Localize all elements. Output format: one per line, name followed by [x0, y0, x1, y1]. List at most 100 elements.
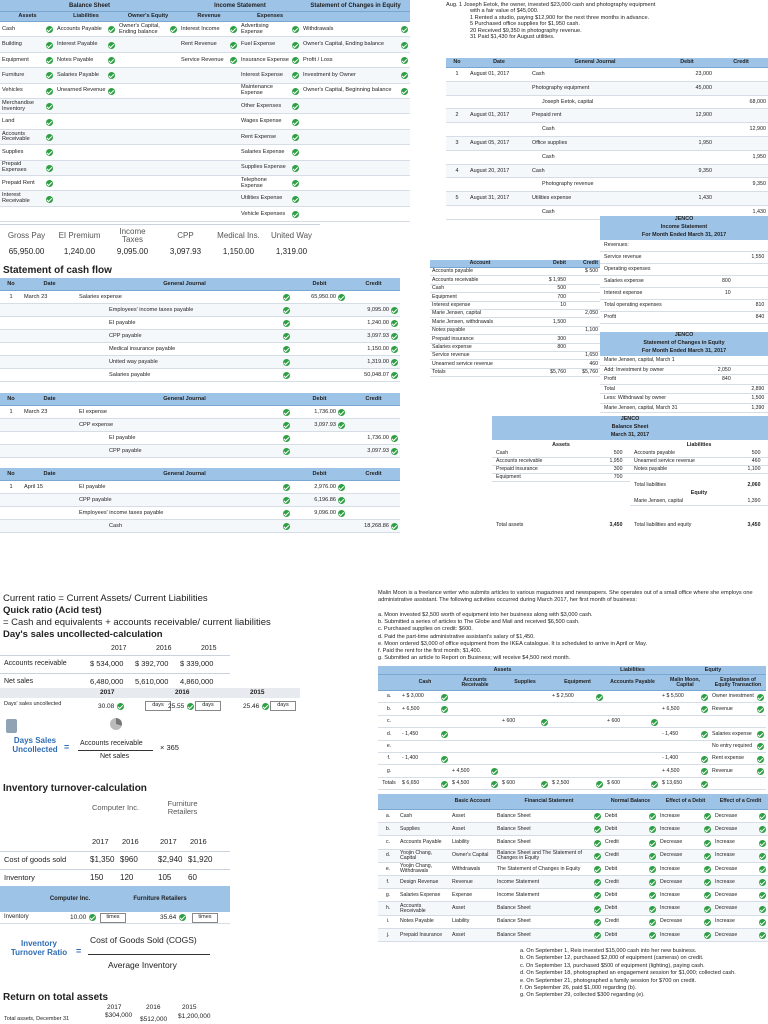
table-cell: b. [385, 826, 391, 833]
group-header: Assets [493, 666, 512, 673]
table-cell: Cash [542, 209, 555, 216]
table-cell: Decrease [660, 852, 683, 859]
table-row [0, 406, 400, 419]
table-row [630, 450, 768, 458]
table-row [0, 291, 400, 304]
table-cell: Owner's Capital, Ending balance [119, 22, 160, 35]
table-row [446, 81, 768, 96]
statement-heading: JENCO [600, 216, 768, 224]
row-value: 120 [120, 873, 134, 882]
check-icon [292, 134, 299, 141]
section-title: Statement of cash flow [3, 265, 112, 276]
check-icon [701, 755, 708, 763]
table-cell: 1 [9, 293, 13, 300]
column-header: General Journal [163, 395, 206, 402]
statement-label: Operating expenses [604, 266, 651, 273]
statement-label: Unearned service revenue [634, 458, 695, 465]
list-item: b. On September 12, purchased $2,000 of … [520, 955, 704, 962]
table-cell: 9,095.00 [367, 306, 389, 313]
table-cell: Salaries Payable [57, 71, 99, 78]
table-cell: 68,000 [749, 98, 767, 105]
column-header: Credit [733, 59, 749, 66]
group-header: Equity [704, 666, 722, 673]
statement-row [600, 394, 768, 404]
column-header: Basic Account [454, 798, 491, 805]
check-icon [759, 865, 766, 873]
column-header: Assets [18, 13, 37, 20]
statement-row [600, 356, 768, 366]
table-cell: 800 [557, 344, 566, 351]
table-row [630, 458, 768, 466]
check-icon [170, 26, 177, 34]
table-row [378, 741, 766, 753]
table-cell: 1,240.00 [367, 319, 389, 326]
check-icon [46, 195, 53, 203]
check-icon [46, 87, 53, 95]
table-cell: Balance Sheet [497, 826, 531, 833]
check-icon [757, 693, 764, 701]
payroll-value: 65,950.00 [8, 246, 45, 256]
table-row [378, 876, 768, 890]
table-cell: Owner's Capital, Ending balance [303, 41, 384, 48]
check-icon [292, 149, 299, 157]
pie-icon [110, 718, 122, 730]
statement-label: Marie Jensen, capital [634, 498, 684, 505]
check-icon [759, 826, 766, 834]
column-header: Credit [365, 280, 382, 287]
statement-label: Marie Jensen, capital, March 1 [604, 357, 675, 364]
check-icon [46, 118, 53, 126]
check-icon [230, 26, 237, 34]
table-cell: c. [386, 718, 392, 725]
check-icon [292, 211, 299, 218]
check-icon [338, 510, 345, 517]
row-label: Total assets, December 31 [4, 1016, 70, 1022]
table-cell: August 01, 2017 [470, 112, 510, 119]
table-cell: Maintenance Expense [241, 84, 274, 97]
table-header [378, 794, 768, 810]
column-header: Equipment [564, 679, 591, 686]
table-cell: Service revenue [432, 352, 470, 359]
column-header: Supplies [514, 679, 536, 686]
table-cell: Profit / Loss [303, 56, 333, 63]
statement-label: Total [604, 385, 615, 392]
check-icon [117, 703, 124, 710]
list-item: e. On September 21, photographed a famil… [520, 977, 696, 984]
check-icon [759, 813, 766, 821]
check-icon [338, 409, 345, 416]
row-value: $2,940 [158, 855, 183, 864]
year: 2017 [92, 837, 109, 846]
column-header: Credit [365, 470, 382, 477]
column-title: Liabilities [686, 442, 712, 449]
table-cell: Asset [452, 812, 465, 819]
table-cell: j. [386, 931, 390, 938]
row-value: 150 [90, 873, 104, 882]
table-cell: 1,650 [585, 352, 598, 359]
row-value: $1,200,000 [178, 1013, 211, 1020]
table-cell: b. [386, 705, 392, 712]
table-cell: $ 1,950 [548, 276, 566, 283]
table-cell: Prepaid Expenses [2, 161, 27, 174]
check-icon [401, 41, 408, 49]
check-icon [292, 195, 299, 203]
column-header: Accounts Receivable [461, 676, 489, 688]
statement-label: Total assets [496, 522, 524, 529]
row-label: Accounts receivable [4, 660, 67, 667]
statement-heading: Balance Sheet [492, 424, 768, 432]
transaction-line: 5 Purchased office supplies for $1,950 c… [470, 21, 580, 28]
formula-eq: = [64, 742, 70, 752]
check-icon [401, 87, 408, 95]
table-cell: h. [385, 905, 391, 912]
table-cell: 1 [455, 71, 459, 78]
rule [0, 224, 320, 225]
table-row [0, 520, 400, 533]
statement-label: Interest expense [604, 290, 643, 297]
check-icon [704, 918, 711, 926]
table-cell: 3,097.93 [367, 332, 389, 339]
column-header: Cash [418, 679, 432, 686]
company: Furniture Retailers [167, 799, 198, 816]
table-cell: 50,048.07 [364, 371, 389, 378]
check-icon [759, 879, 766, 887]
table-cell: No entry required [712, 743, 753, 750]
table-cell: 6,196.86 [314, 496, 336, 503]
table-row [430, 369, 600, 378]
